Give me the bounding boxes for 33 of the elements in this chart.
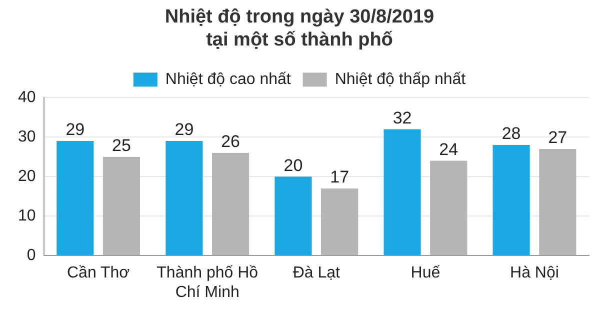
data-label: 29 [174, 120, 194, 140]
data-label: 28 [502, 124, 521, 144]
bar [492, 145, 530, 256]
legend-label: Nhiệt độ thấp nhất [334, 71, 466, 88]
bar [539, 148, 576, 256]
x-tick-label: Hà Nội [510, 264, 559, 282]
data-label: 27 [548, 128, 568, 148]
data-label: 17 [330, 168, 350, 187]
y-tick-label: 20 [18, 168, 36, 186]
x-tick-label: Thành phố Hồ Chí Minh [156, 264, 258, 301]
y-tick-label: 10 [18, 208, 36, 225]
x-tick-label: Cần Thơ [66, 264, 130, 282]
y-tick-label: 0 [26, 247, 36, 264]
bar [166, 141, 203, 256]
data-label: 24 [439, 140, 458, 159]
data-label: 32 [392, 108, 412, 128]
y-tick-label: 40 [18, 89, 36, 106]
bar [384, 129, 421, 256]
data-label: 26 [221, 132, 240, 152]
legend-label: Nhiệt độ cao nhất [165, 71, 292, 88]
data-label: 25 [112, 136, 131, 156]
data-label: 20 [284, 156, 303, 175]
data-label: 29 [66, 120, 85, 140]
x-tick-label: Đà Lạt [292, 264, 341, 282]
x-tick-label: Huế [410, 264, 440, 282]
bar [274, 176, 312, 256]
bar [321, 188, 358, 256]
bar [430, 160, 468, 256]
chart-title: Nhiệt độ trong ngày 30/8/2019 tại một số thành phố [164, 6, 434, 50]
y-tick-label: 30 [18, 128, 36, 146]
bar [212, 152, 250, 256]
bar [56, 141, 94, 256]
bar [102, 156, 140, 256]
